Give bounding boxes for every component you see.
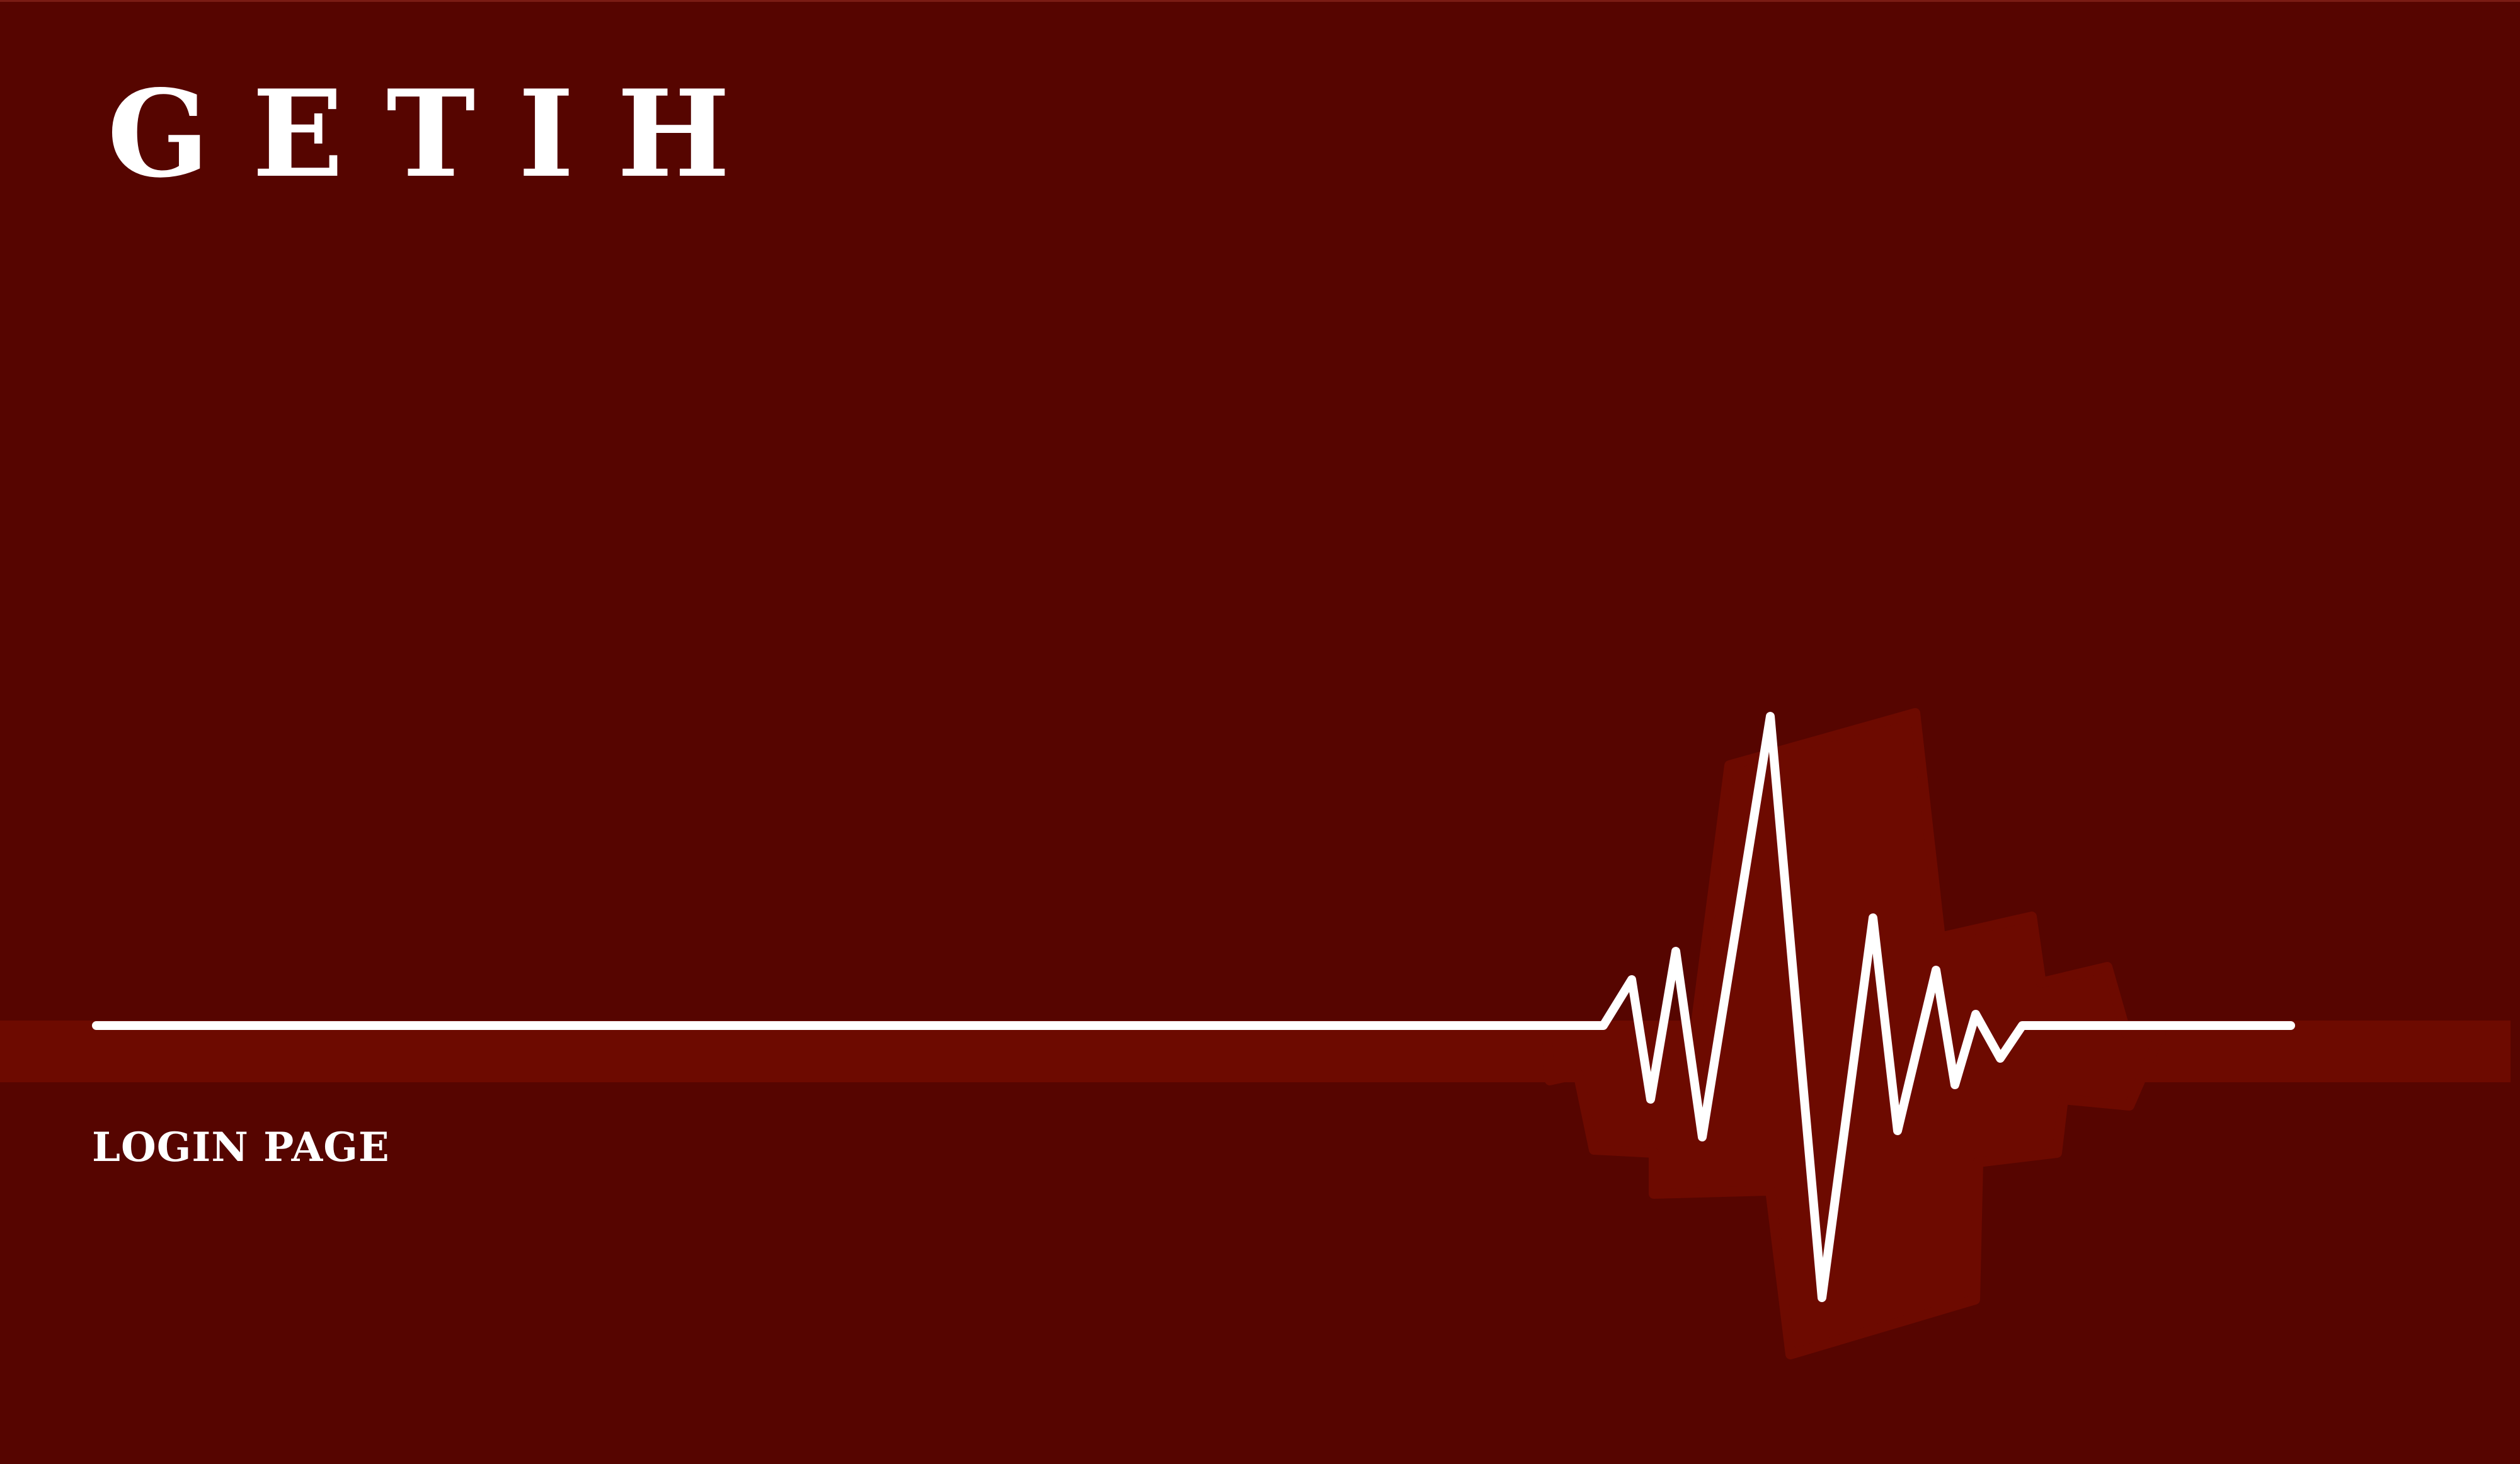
page-subtitle: LOGIN PAGE [92,1124,390,1171]
top-border [0,0,2520,2]
heartbeat-line-icon [92,712,2295,1302]
brand-title: GETIH [107,64,773,204]
